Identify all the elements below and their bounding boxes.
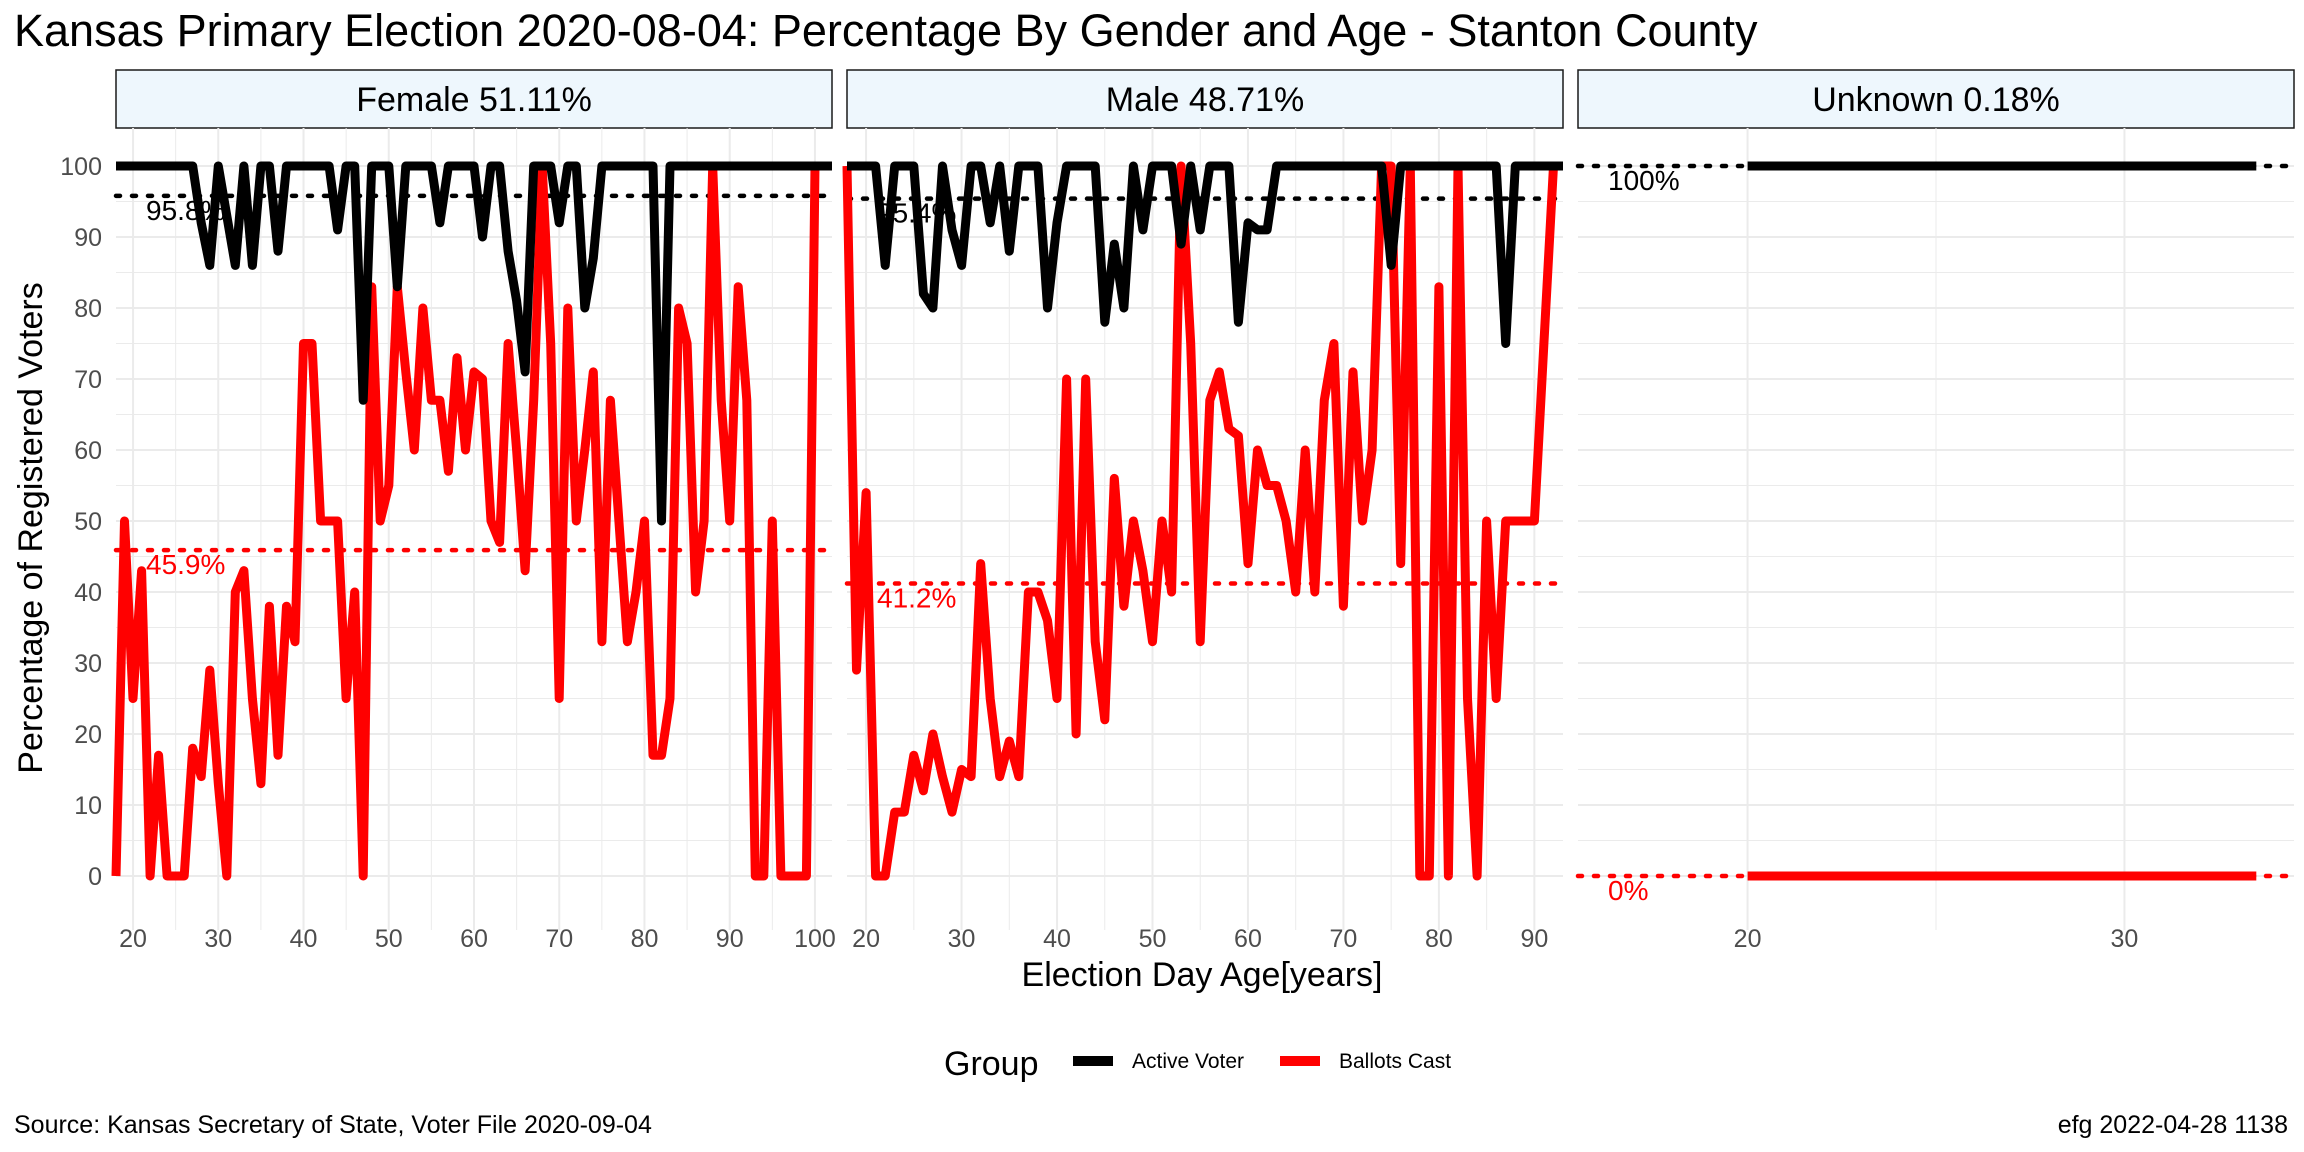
chart-title: Kansas Primary Election 2020-08-04: Perc… bbox=[14, 5, 1758, 56]
strip-label: Male 48.71% bbox=[1106, 81, 1304, 119]
y-tick-label: 70 bbox=[74, 366, 102, 394]
strip-background bbox=[115, 69, 833, 129]
strip-background bbox=[846, 69, 1564, 129]
y-tick-label: 60 bbox=[74, 437, 102, 465]
mean-label-ballots-cast: 41.2% bbox=[877, 582, 956, 613]
x-tick-label: 100 bbox=[794, 925, 836, 953]
x-axis-title: Election Day Age[years] bbox=[1022, 956, 1383, 994]
series-line-active-voter bbox=[116, 161, 832, 526]
mean-label-active-voter: 100% bbox=[1608, 165, 1680, 196]
y-tick-label: 30 bbox=[74, 650, 102, 678]
x-tick-label: 80 bbox=[1425, 925, 1453, 953]
caption-credit: efg 2022-04-28 1138 bbox=[2058, 1111, 2288, 1139]
x-tick-label: 40 bbox=[290, 925, 318, 953]
x-tick-label: 30 bbox=[948, 925, 976, 953]
y-tick-label: 50 bbox=[74, 508, 102, 536]
x-tick-label: 30 bbox=[2111, 925, 2139, 953]
facet-panel-female: Female 51.11%95.8%45.9%20 30 40 50 60 70 80 90 1… bbox=[111, 69, 836, 953]
x-tick-label: 70 bbox=[1330, 925, 1358, 953]
x-tick-label: 70 bbox=[545, 925, 573, 953]
gridlines bbox=[1578, 128, 2294, 930]
legend-title: Group bbox=[944, 1045, 1039, 1083]
legend-label-active-voter: Active Voter bbox=[1132, 1050, 1244, 1073]
facet-panel-male: Male 48.71%95.4%41.2%20 30 40 50 60 70 80 90 bbox=[842, 69, 1566, 953]
y-tick-label: 20 bbox=[74, 721, 102, 749]
legend: Group Active Voter Ballots Cast bbox=[944, 1045, 1451, 1083]
x-tick-label: 40 bbox=[1043, 925, 1071, 953]
mean-label-ballots-cast: 45.9% bbox=[146, 549, 225, 580]
mean-label-ballots-cast: 0% bbox=[1608, 875, 1648, 906]
x-tick-label: 20 bbox=[1734, 925, 1762, 953]
facet-panel-unknown: Unknown 0.18% 100% 0% 20 30 bbox=[1575, 69, 2297, 953]
x-tick-label: 20 bbox=[119, 925, 147, 953]
y-axis-title: Percentage of Registered Voters bbox=[12, 282, 50, 773]
facet-panels: Female 51.11%95.8%45.9%20 30 40 50 60 70 80 90 1… bbox=[111, 69, 2297, 953]
x-tick-label: 80 bbox=[631, 925, 659, 953]
y-tick-label: 100 bbox=[60, 153, 102, 181]
x-tick-label: 60 bbox=[460, 925, 488, 953]
strip-background bbox=[1577, 69, 2295, 129]
x-tick-label: 90 bbox=[1520, 925, 1548, 953]
x-tick-label: 50 bbox=[375, 925, 403, 953]
y-tick-label: 90 bbox=[74, 224, 102, 252]
y-axis: 0 10 20 30 40 50 60 70 80 90 100 bbox=[60, 153, 102, 891]
x-tick-label: 20 bbox=[852, 925, 880, 953]
y-tick-label: 10 bbox=[74, 792, 102, 820]
series-line-ballots-cast bbox=[842, 161, 1563, 881]
caption-source: Source: Kansas Secretary of State, Voter… bbox=[14, 1111, 652, 1139]
y-tick-label: 80 bbox=[74, 295, 102, 323]
x-tick-label: 60 bbox=[1234, 925, 1262, 953]
y-tick-label: 40 bbox=[74, 579, 102, 607]
legend-label-ballots-cast: Ballots Cast bbox=[1339, 1050, 1451, 1073]
strip-label: Female 51.11% bbox=[356, 81, 592, 119]
y-tick-label: 0 bbox=[88, 863, 102, 891]
x-tick-label: 90 bbox=[716, 925, 744, 953]
x-tick-label: 50 bbox=[1139, 925, 1167, 953]
x-tick-label: 30 bbox=[204, 925, 232, 953]
strip-label: Unknown 0.18% bbox=[1812, 81, 2060, 119]
series-line-active-voter bbox=[847, 161, 1563, 348]
